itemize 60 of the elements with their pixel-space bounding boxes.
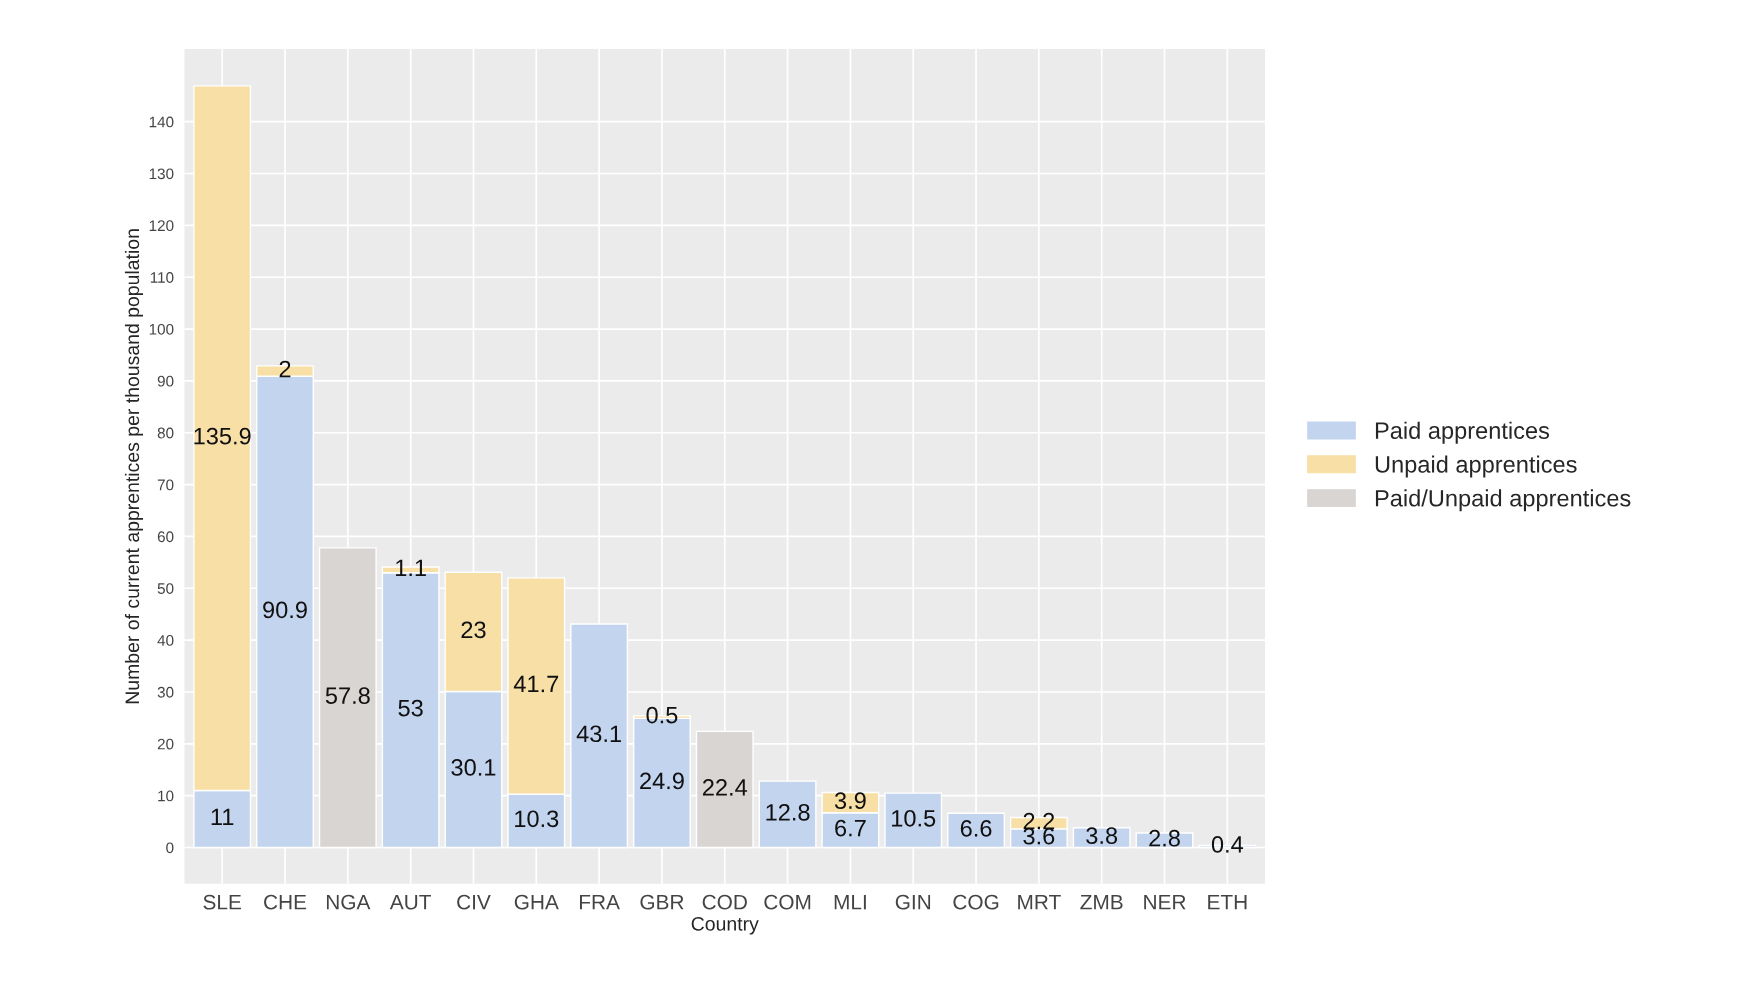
data-label: 10.3 (515, 810, 559, 828)
data-label: 43.1 (576, 725, 621, 743)
data-label: 3.8 (1086, 827, 1118, 844)
data-label: 30.1 (451, 759, 496, 776)
y-tick-label: 70 (157, 479, 174, 491)
data-label: 0.4 (1211, 836, 1244, 853)
x-tick-label: AUT (389, 894, 431, 910)
x-tick-label: GBR (640, 894, 684, 910)
x-axis-title: Country (691, 916, 759, 935)
data-label: 135.9 (194, 427, 251, 445)
data-label: 22.4 (702, 779, 748, 796)
data-label: 0.5 (646, 706, 678, 724)
legend-label: Paid apprentices (1375, 421, 1550, 444)
data-label: 2.8 (1149, 829, 1180, 847)
data-label: 24.9 (640, 772, 684, 790)
x-tick-label: COG (953, 894, 999, 910)
y-tick-label: 140 (149, 116, 174, 128)
data-label: 11 (211, 808, 234, 826)
data-label: 2 (279, 360, 291, 378)
x-tick-label: MLI (834, 894, 866, 910)
y-tick-label: 120 (149, 220, 174, 232)
x-tick-label: CHE (264, 894, 307, 910)
x-tick-label: GHA (514, 894, 559, 910)
y-tick-label: 130 (149, 168, 174, 180)
data-label: 41.7 (513, 675, 559, 693)
x-tick-label: COD (702, 894, 747, 910)
y-tick-label: 50 (157, 583, 174, 594)
x-tick-label: ZMB (1080, 894, 1123, 910)
data-label: 1.1 (396, 559, 426, 576)
x-tick-label: MRT (1018, 894, 1061, 910)
x-tick-label: COM (764, 894, 811, 910)
data-label: 57.8 (325, 687, 370, 705)
y-tick-label: 0 (166, 842, 174, 854)
data-label: 10.5 (892, 809, 936, 827)
data-label: 3.9 (834, 792, 866, 809)
x-tick-label: ETH (1208, 894, 1247, 910)
y-tick-label: 40 (157, 635, 174, 646)
y-tick-label: 10 (158, 790, 174, 802)
y-tick-label: 90 (157, 375, 174, 387)
data-label: 53 (398, 699, 423, 717)
y-tick-label: 80 (157, 427, 174, 439)
y-axis-title: Number of current apprentices per thousand population (124, 229, 144, 704)
data-label: 23 (461, 621, 486, 639)
y-tick-label: 100 (149, 323, 174, 335)
y-tick-label: 20 (157, 738, 174, 750)
data-label: 6.6 (960, 820, 992, 837)
legend-label: Unpaid apprentices (1375, 455, 1577, 478)
x-tick-label: SLE (203, 894, 241, 910)
data-label: 12.8 (766, 803, 810, 821)
legend-label: Paid/Unpaid apprentices (1375, 489, 1631, 512)
y-tick-label: 60 (157, 531, 174, 543)
y-tick-label: 30 (157, 686, 174, 698)
data-label: 6.7 (835, 819, 866, 837)
y-tick-label: 110 (150, 272, 174, 283)
x-tick-label: NER (1144, 894, 1186, 910)
x-tick-label: FRA (579, 894, 620, 910)
data-label: 90.9 (263, 601, 307, 619)
x-tick-label: CIV (457, 894, 491, 910)
x-tick-label: NGA (326, 894, 371, 910)
x-tick-label: GIN (895, 894, 931, 910)
